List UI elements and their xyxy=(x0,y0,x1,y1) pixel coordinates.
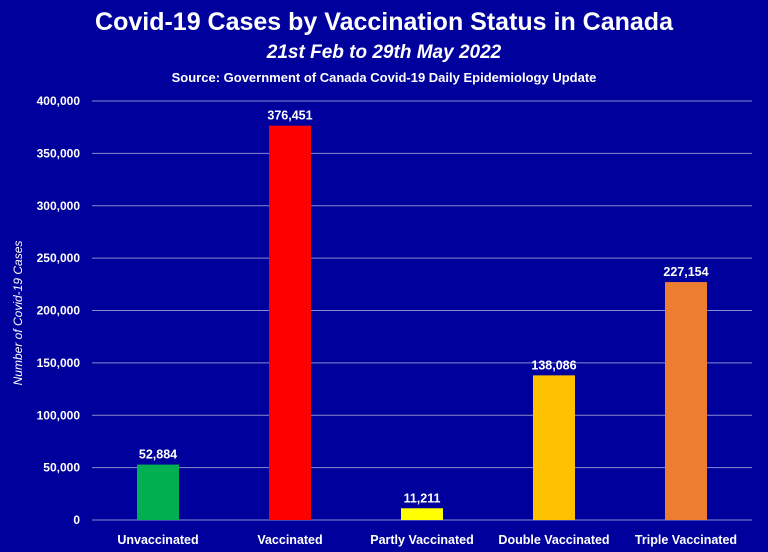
bar-unvaccinated xyxy=(137,464,179,520)
y-tick-label: 150,000 xyxy=(37,356,81,370)
x-category-label: Partly Vaccinated xyxy=(370,533,474,547)
data-label: 138,086 xyxy=(531,358,576,372)
bars xyxy=(137,125,707,521)
x-axis-categories: Unvaccinated Vaccinated Partly Vaccinated D… xyxy=(117,533,737,547)
data-labels: 52,884 376,451 11,211 138,086 227,154 xyxy=(139,109,709,506)
data-label: 52,884 xyxy=(139,448,177,462)
x-category-label: Vaccinated xyxy=(257,533,322,547)
data-label: 376,451 xyxy=(267,109,312,123)
gridlines xyxy=(92,100,752,521)
bar-vaccinated xyxy=(269,125,311,521)
y-tick-label: 350,000 xyxy=(37,146,81,160)
bar-partly-vaccinated xyxy=(401,508,443,520)
y-axis-label: Number of Covid-19 Cases xyxy=(11,241,25,386)
x-category-label: Double Vaccinated xyxy=(498,533,609,547)
chart-subtitle: 21st Feb to 29th May 2022 xyxy=(266,42,502,63)
y-tick-label: 250,000 xyxy=(37,251,81,265)
chart-source: Source: Government of Canada Covid-19 Da… xyxy=(171,70,597,85)
y-tick-label: 300,000 xyxy=(37,199,81,213)
chart-title: Covid-19 Cases by Vaccination Status in … xyxy=(95,8,673,36)
x-category-label: Triple Vaccinated xyxy=(635,533,737,547)
bar-triple-vaccinated xyxy=(665,282,707,520)
y-tick-label: 0 xyxy=(73,513,80,527)
y-tick-label: 100,000 xyxy=(37,408,81,422)
bar-double-vaccinated xyxy=(533,375,575,520)
data-label: 11,211 xyxy=(404,491,441,505)
x-category-label: Unvaccinated xyxy=(117,533,198,547)
y-tick-label: 200,000 xyxy=(37,304,81,318)
y-tick-label: 50,000 xyxy=(43,461,80,475)
y-tick-label: 400,000 xyxy=(37,94,81,108)
data-label: 227,154 xyxy=(663,265,708,279)
y-axis-ticks: 0 50,000 100,000 150,000 200,000 250,000 300,0… xyxy=(37,94,81,527)
